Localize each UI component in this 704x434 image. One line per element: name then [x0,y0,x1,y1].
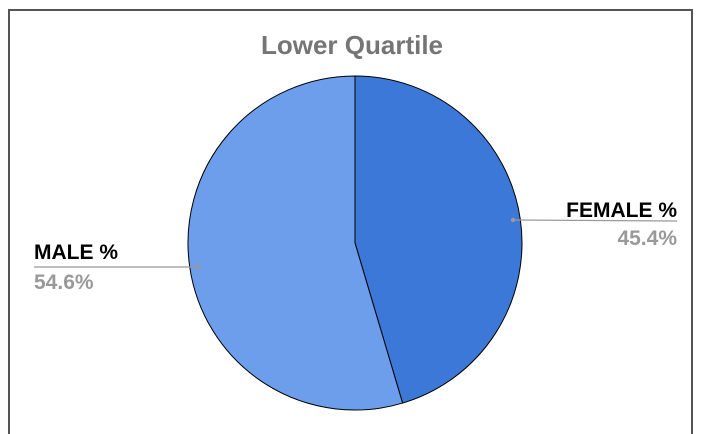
chart-title: Lower Quartile [260,30,444,60]
female-slice-label: FEMALE % [566,199,677,222]
female-leader-line [512,219,678,222]
female-leader-dot [510,217,516,223]
female-slice-value: 45.4% [617,227,677,250]
male-slice-value: 54.6% [34,271,94,294]
pie-slice-female [354,75,523,404]
male-leader-dot [196,264,202,270]
male-slice-label: MALE % [34,241,118,264]
